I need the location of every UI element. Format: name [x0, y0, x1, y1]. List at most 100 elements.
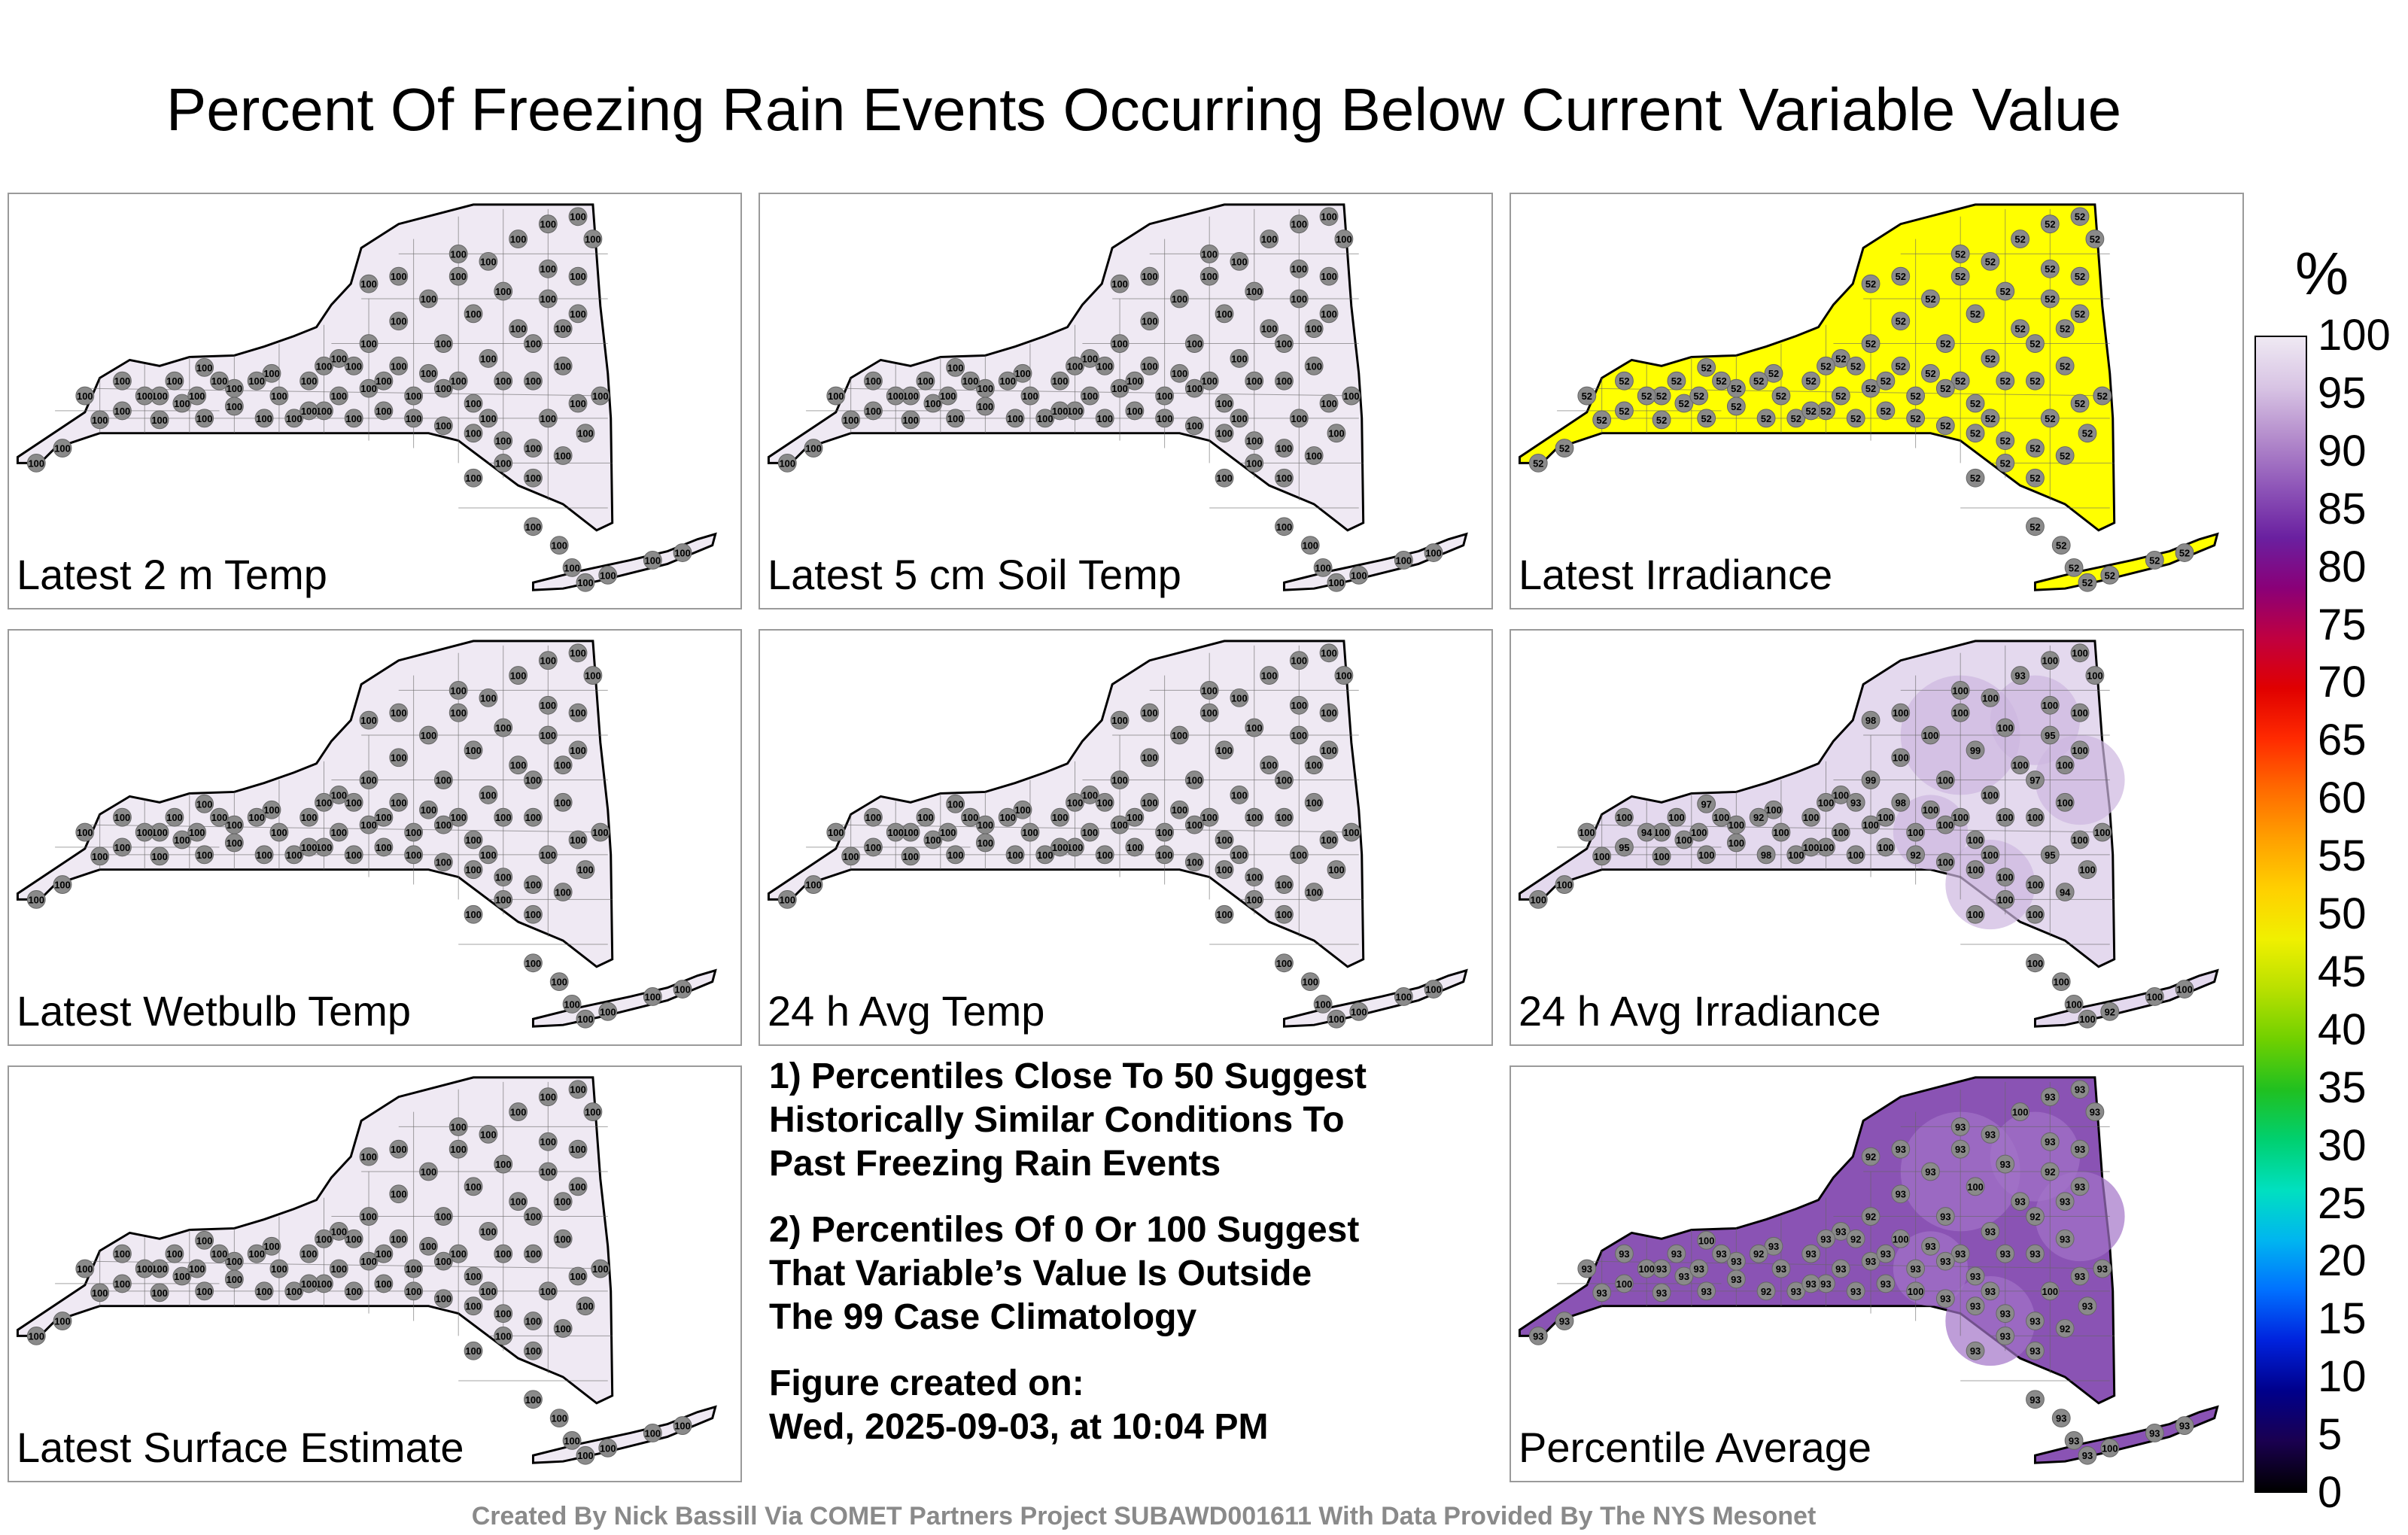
station-value: 93 — [1850, 797, 1861, 808]
station-marker: 100 — [1906, 1281, 1926, 1301]
station-marker: 100 — [359, 1207, 379, 1226]
station-value: 100 — [136, 827, 153, 838]
station-value: 100 — [2094, 827, 2111, 838]
station-value: 100 — [947, 413, 964, 424]
station-value: 93 — [1940, 1211, 1950, 1223]
station-value: 100 — [1818, 797, 1835, 808]
station-value: 52 — [1910, 413, 1920, 424]
long-island — [1282, 968, 1468, 1028]
station-marker: 100 — [2040, 695, 2060, 715]
station-value: 93 — [1820, 1278, 1831, 1290]
station-value: 100 — [331, 789, 348, 801]
station-marker: 100 — [1891, 748, 1911, 768]
station-value: 100 — [2027, 958, 2044, 969]
station-value: 100 — [902, 391, 919, 402]
station-marker: 100 — [1349, 1002, 1369, 1021]
station-marker: 100 — [1801, 807, 1821, 827]
station-marker: 52 — [1981, 349, 2000, 368]
station-value: 100 — [564, 999, 580, 1010]
station-marker: 100 — [210, 371, 229, 391]
station-value: 100 — [577, 1450, 594, 1461]
station-value: 100 — [540, 1092, 557, 1103]
station-marker: 52 — [1921, 363, 1940, 383]
station-value: 100 — [525, 775, 542, 786]
station-value: 100 — [465, 1271, 482, 1282]
colorbar-tick: 25 — [2318, 1178, 2367, 1228]
station-marker: 100 — [1066, 356, 1084, 375]
station-marker: 100 — [464, 740, 483, 760]
station-value: 100 — [510, 670, 527, 682]
station-marker: 93 — [1652, 1259, 1671, 1278]
station-value: 100 — [211, 812, 228, 823]
station-marker: 100 — [1555, 875, 1574, 894]
station-marker: 98 — [1861, 710, 1880, 730]
station-value: 100 — [77, 827, 93, 838]
station-marker: 52 — [1996, 281, 2015, 301]
station-value: 100 — [77, 1263, 93, 1275]
station-marker: 93 — [1697, 1281, 1716, 1301]
station-value: 92 — [1865, 1211, 1876, 1223]
station-marker: 100 — [524, 371, 543, 391]
station-value: 100 — [555, 450, 571, 461]
station-value: 100 — [1343, 391, 1360, 402]
station-value: 92 — [1753, 1248, 1764, 1260]
station-marker: 100 — [2070, 830, 2090, 850]
station-marker: 100 — [549, 972, 569, 992]
note-2: 2) Percentiles Of 0 Or 100 Suggest That … — [769, 1210, 1360, 1337]
station-marker: 93 — [1592, 1283, 1612, 1302]
station-value: 100 — [1187, 857, 1203, 868]
station-marker: 100 — [1966, 904, 1985, 924]
station-value: 100 — [1351, 570, 1367, 581]
station-value: 100 — [114, 812, 131, 823]
station-value: 93 — [1880, 1248, 1891, 1260]
station-value: 95 — [1619, 842, 1629, 853]
station-value: 100 — [227, 1274, 243, 1285]
station-marker: 100 — [315, 792, 333, 812]
station-value: 100 — [577, 428, 594, 439]
station-marker: 93 — [2040, 1087, 2060, 1107]
station-marker: 100 — [1155, 845, 1175, 865]
station-value: 100 — [421, 730, 437, 741]
station-marker: 93 — [1726, 1251, 1746, 1271]
station-marker: 100 — [1304, 319, 1324, 339]
station-value: 100 — [316, 360, 333, 372]
station-marker: 100 — [464, 904, 483, 924]
station-value: 100 — [887, 827, 904, 838]
station-marker: 100 — [187, 1259, 207, 1278]
station-value: 100 — [1676, 834, 1692, 846]
station-marker: 52 — [2100, 565, 2120, 585]
station-marker: 100 — [1935, 815, 1955, 834]
station-marker: 93 — [2145, 1424, 2164, 1442]
station-marker: 93 — [1771, 1259, 1791, 1278]
station-value: 100 — [465, 309, 482, 320]
station-value: 100 — [271, 827, 287, 838]
station-marker: 93 — [1921, 1162, 1940, 1181]
station-marker: 93 — [1674, 1266, 1694, 1286]
station-value: 100 — [1698, 1235, 1715, 1246]
station-marker: 52 — [1637, 386, 1656, 406]
station-value: 100 — [1014, 804, 1031, 816]
station-value: 100 — [977, 401, 994, 412]
station-value: 52 — [1896, 360, 1906, 372]
station-marker: 100 — [1245, 453, 1264, 473]
station-value: 100 — [301, 812, 318, 823]
station-value: 100 — [1216, 428, 1233, 439]
station-value: 100 — [525, 1345, 542, 1357]
station-marker: 100 — [1319, 266, 1339, 286]
station-marker: 100 — [1110, 710, 1130, 730]
station-value: 94 — [2060, 886, 2071, 898]
station-marker: 93 — [1935, 1251, 1955, 1271]
station-marker: 100 — [568, 304, 588, 324]
station-value: 100 — [1096, 797, 1113, 808]
station-value: 52 — [1716, 375, 1726, 387]
station-value: 100 — [570, 211, 586, 223]
station-value: 100 — [1111, 278, 1128, 290]
station-value: 52 — [1985, 353, 1996, 364]
station-marker: 100 — [598, 1438, 618, 1457]
station-marker: 100 — [2040, 1281, 2060, 1301]
station-marker: 100 — [946, 845, 965, 865]
station-marker: 100 — [329, 1222, 348, 1241]
station-marker: 100 — [916, 371, 935, 391]
station-marker: 52 — [1801, 371, 1821, 391]
station-value: 93 — [1716, 1248, 1726, 1260]
